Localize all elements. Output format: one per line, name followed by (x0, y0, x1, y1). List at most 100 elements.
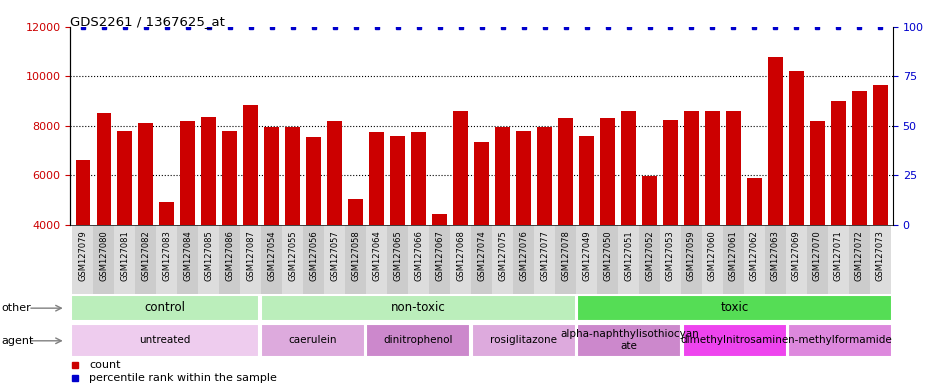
Bar (536, 127, 551, 324)
Text: rosiglitazone: rosiglitazone (490, 335, 557, 345)
Text: alpha-naphthylisothiocyan
ate: alpha-naphthylisothiocyan ate (560, 329, 698, 351)
Bar (177, 225, 198, 294)
Bar (260, 324, 365, 357)
Text: GSM127051: GSM127051 (623, 230, 633, 281)
Bar (264, 127, 279, 324)
Text: GSM127074: GSM127074 (476, 230, 486, 281)
Bar (621, 111, 636, 324)
Bar (554, 225, 576, 294)
Text: GSM127067: GSM127067 (434, 230, 444, 281)
Bar (785, 225, 806, 294)
Text: GSM127059: GSM127059 (686, 230, 695, 281)
Bar (390, 136, 404, 324)
Bar (72, 225, 94, 294)
Bar (491, 225, 513, 294)
Text: GSM127070: GSM127070 (812, 230, 821, 281)
Bar (324, 225, 344, 294)
Bar (76, 161, 90, 324)
Text: GSM127066: GSM127066 (414, 230, 423, 281)
Bar (495, 127, 509, 324)
Text: GSM127055: GSM127055 (288, 230, 297, 281)
Bar (659, 225, 680, 294)
Text: caerulein: caerulein (288, 335, 337, 345)
Text: GSM127060: GSM127060 (708, 230, 716, 281)
Bar (534, 225, 554, 294)
Bar (810, 121, 824, 324)
Text: GSM127083: GSM127083 (162, 230, 171, 281)
Bar (787, 324, 891, 357)
Bar (578, 136, 593, 324)
Text: dinitrophenol: dinitrophenol (383, 335, 453, 345)
Text: GSM127064: GSM127064 (372, 230, 381, 281)
Text: GSM127081: GSM127081 (120, 230, 129, 281)
Text: toxic: toxic (720, 301, 748, 314)
Bar (201, 117, 216, 324)
Bar (474, 142, 489, 324)
Bar (577, 324, 680, 357)
Bar (723, 225, 743, 294)
Bar (851, 91, 866, 324)
Bar (282, 225, 303, 294)
Bar (869, 225, 890, 294)
Bar (303, 225, 324, 294)
Bar (306, 137, 321, 324)
Bar (471, 225, 491, 294)
Text: GSM127065: GSM127065 (393, 230, 402, 281)
Bar (139, 123, 153, 324)
Text: GSM127078: GSM127078 (561, 230, 569, 281)
Bar (596, 225, 618, 294)
Text: GSM127058: GSM127058 (351, 230, 359, 281)
Text: GSM127069: GSM127069 (791, 230, 800, 281)
Bar (618, 225, 638, 294)
Text: GSM127052: GSM127052 (644, 230, 653, 281)
Bar (577, 295, 891, 321)
Text: GSM127084: GSM127084 (183, 230, 192, 281)
Bar (411, 132, 426, 324)
Text: GSM127076: GSM127076 (519, 230, 528, 281)
Text: GSM127049: GSM127049 (581, 230, 591, 281)
Bar (222, 131, 237, 324)
Bar (576, 225, 596, 294)
Text: dimethylnitrosamine: dimethylnitrosamine (680, 335, 788, 345)
Bar (135, 225, 156, 294)
Bar (682, 324, 786, 357)
Bar (701, 225, 723, 294)
Text: percentile rank within the sample: percentile rank within the sample (89, 373, 277, 383)
Bar (600, 118, 614, 324)
Bar (327, 121, 342, 324)
Bar (114, 225, 135, 294)
Bar (369, 132, 384, 324)
Bar (366, 225, 387, 294)
Text: GSM127068: GSM127068 (456, 230, 464, 281)
Bar (848, 225, 869, 294)
Bar (516, 131, 531, 324)
Bar (872, 85, 886, 324)
Bar (219, 225, 240, 294)
Bar (764, 225, 785, 294)
Bar (117, 131, 132, 324)
Text: untreated: untreated (139, 335, 191, 345)
Text: agent: agent (2, 336, 35, 346)
Bar (243, 105, 257, 324)
Bar (705, 111, 719, 324)
Bar (830, 101, 845, 324)
Text: GSM127061: GSM127061 (728, 230, 738, 281)
Text: GSM127063: GSM127063 (770, 230, 779, 281)
Bar (449, 225, 471, 294)
Text: GSM127057: GSM127057 (329, 230, 339, 281)
Bar (387, 225, 408, 294)
Text: GSM127077: GSM127077 (539, 230, 548, 281)
Bar (408, 225, 429, 294)
Bar (827, 225, 848, 294)
Text: GSM127072: GSM127072 (854, 230, 863, 281)
Bar (198, 225, 219, 294)
Text: GDS2261 / 1367625_at: GDS2261 / 1367625_at (70, 15, 225, 28)
Text: GSM127079: GSM127079 (79, 230, 87, 281)
Bar (743, 225, 764, 294)
Text: GSM127075: GSM127075 (498, 230, 506, 281)
Bar (683, 111, 698, 324)
Bar (71, 324, 259, 357)
Text: GSM127050: GSM127050 (603, 230, 611, 281)
Bar (159, 202, 174, 324)
Text: GSM127085: GSM127085 (204, 230, 213, 281)
